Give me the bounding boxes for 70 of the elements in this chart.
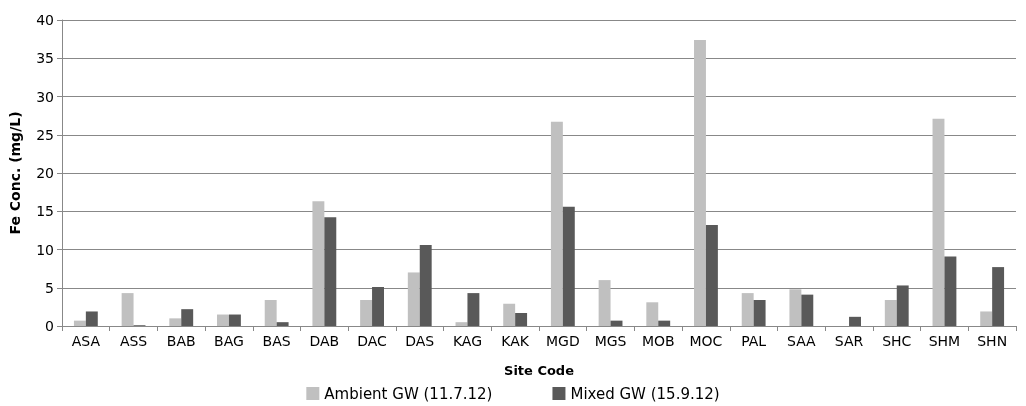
x-tick-label: BAG (214, 333, 244, 349)
x-tick-label: MOC (689, 333, 723, 349)
bar (694, 39, 706, 326)
bar (944, 256, 957, 326)
x-tick-label: MGD (545, 333, 580, 349)
x-tick-label: BAS (262, 333, 291, 349)
bar (312, 201, 325, 326)
x-tick-label: BAB (166, 333, 196, 349)
x-tick-label: SHN (977, 333, 1008, 349)
y-tick-label: 35 (36, 50, 54, 67)
bar (264, 299, 277, 326)
bar (741, 293, 754, 326)
x-tick-label: MOB (641, 333, 675, 349)
y-tick-label: 0 (45, 318, 54, 334)
bar (324, 217, 337, 326)
bar (980, 311, 993, 326)
bar (884, 299, 897, 326)
y-tick-label: 30 (36, 88, 54, 105)
bar (360, 299, 373, 326)
bar (896, 285, 909, 326)
x-tick-label: KAK (501, 333, 530, 349)
bar (467, 293, 480, 326)
bar (455, 322, 468, 326)
bar (801, 294, 814, 326)
bar (515, 313, 528, 326)
bar (228, 314, 241, 326)
x-tick-label: SAA (787, 333, 817, 349)
bar (753, 299, 766, 326)
bar (419, 244, 432, 326)
bar (372, 286, 384, 326)
x-tick-label: DAB (309, 333, 340, 349)
bar (503, 303, 516, 326)
bar (550, 121, 563, 326)
x-tick-label: KAG (452, 333, 483, 349)
y-tick-label: 15 (36, 203, 54, 220)
bar (276, 322, 289, 326)
bar (932, 118, 945, 326)
bar (598, 280, 611, 326)
y-tick-label: 5 (45, 279, 54, 296)
legend-label: Mixed GW (15.9.12) (570, 384, 720, 403)
x-tick-label: ASA (71, 333, 101, 349)
y-tick-label: 10 (36, 241, 54, 258)
bar (217, 314, 229, 326)
bar (181, 309, 194, 326)
bar (121, 293, 134, 326)
x-axis-title: Site Code (504, 363, 575, 378)
y-tick-label: 40 (36, 12, 54, 28)
x-tick-label: DAC (357, 333, 388, 349)
bar (705, 225, 718, 326)
x-tick-label: SHC (882, 333, 912, 349)
bar (169, 318, 182, 326)
bar (658, 320, 671, 326)
x-tick-label: SAR (834, 333, 864, 349)
x-tick-label: MGS (594, 333, 627, 349)
x-tick-label: ASS (119, 333, 148, 349)
x-tick-label: SHM (928, 333, 961, 349)
bar (849, 316, 861, 326)
bar (646, 302, 659, 326)
bar (992, 267, 1005, 326)
bar (85, 311, 98, 326)
y-axis-title: Fe Conc. (mg/L) (7, 111, 23, 235)
bar (789, 289, 802, 326)
legend-label: Ambient GW (11.7.12) (324, 384, 493, 403)
bar (562, 206, 575, 326)
bar (73, 320, 86, 326)
bar (407, 272, 420, 326)
y-tick-label: 20 (36, 165, 54, 181)
x-tick-label: PAL (741, 333, 767, 349)
y-tick-label: 25 (36, 126, 54, 143)
x-tick-label: DAS (405, 333, 435, 349)
